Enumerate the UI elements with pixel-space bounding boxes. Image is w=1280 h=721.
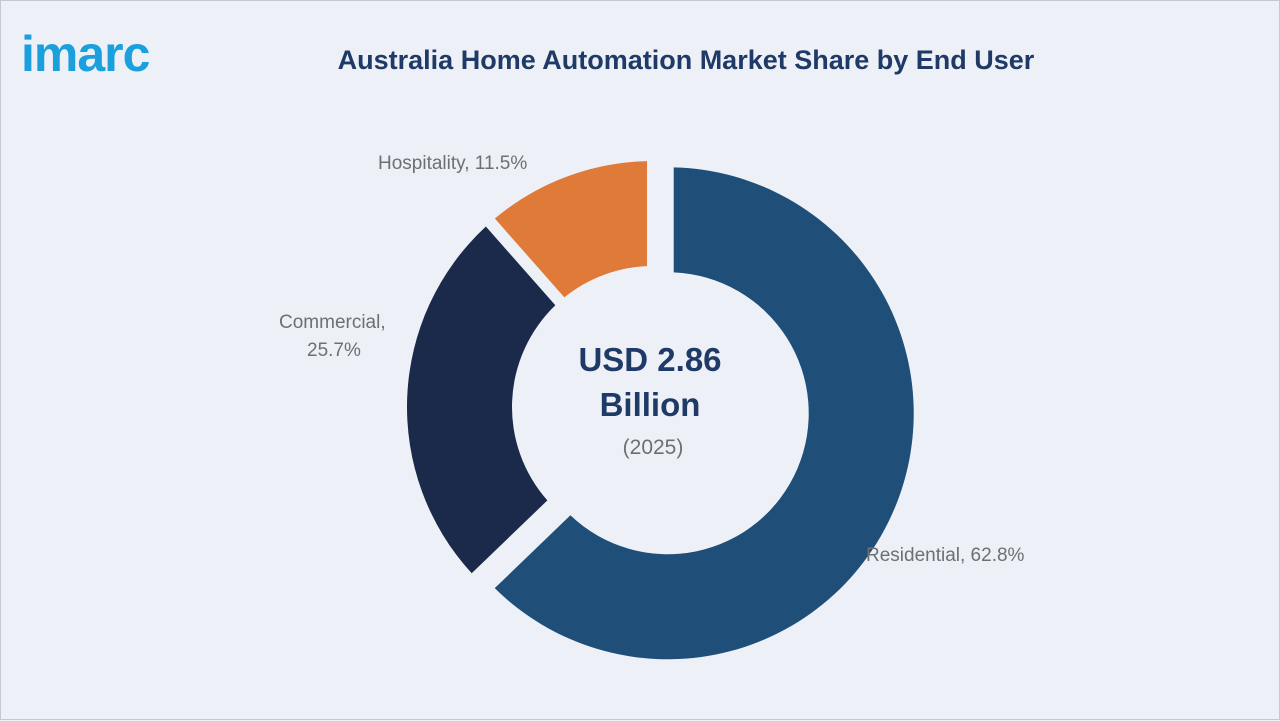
imarc-logo: imarc: [21, 26, 150, 82]
slice-hospitality: [494, 161, 648, 298]
slice-commercial: [407, 226, 556, 574]
center-value-line2: Billion: [600, 386, 701, 423]
slice-residential: [494, 167, 914, 660]
chart-title: Australia Home Automation Market Share b…: [337, 45, 1035, 75]
label-residential: Residential, 62.8%: [866, 545, 1025, 566]
center-year: (2025): [623, 436, 684, 459]
label-hospitality: Hospitality, 11.5%: [378, 153, 527, 174]
label-commercial-line1: Commercial,: [279, 312, 386, 333]
center-value-line1: USD 2.86: [578, 341, 721, 378]
label-commercial-line2: 25.7%: [307, 340, 361, 361]
